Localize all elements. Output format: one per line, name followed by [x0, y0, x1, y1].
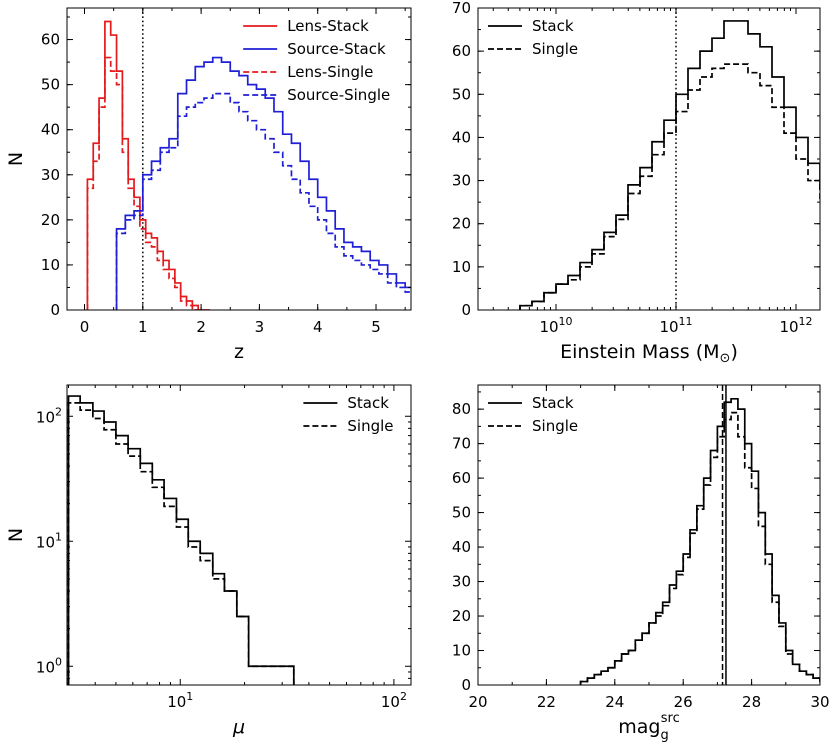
series-source-single	[115, 92, 411, 310]
y-tick-label: 10	[452, 258, 471, 276]
legend: Lens-Stack Source-Stack Lens-Single Source-…	[243, 17, 390, 104]
y-tick-label: 20	[452, 607, 471, 625]
series-single	[579, 411, 820, 685]
axes-frame	[477, 7, 821, 311]
series-stack	[67, 395, 295, 685]
y-tick-label: 10	[452, 642, 471, 660]
y-tick-label: 30	[452, 172, 471, 190]
x-tick-label: 102	[381, 690, 407, 711]
y-tick-label: 20	[452, 215, 471, 233]
x-axis-label: μ	[232, 716, 245, 738]
x-tick-label: 4	[313, 318, 323, 336]
panel-mu: 101 102 100 101 102 μ N Stack Single	[5, 384, 412, 738]
panel-mass: 1010 1011 1012 0 10 20 30 40 50 60 70 Einstein Mass…	[452, 0, 821, 366]
x-tick-label: 24	[605, 693, 624, 711]
legend: Stack Single	[303, 394, 394, 435]
series-lens-single	[86, 56, 199, 310]
axes-frame	[66, 384, 412, 686]
panel-mag: 20 22 24 26 28 30 0 10 20 30 40 50 60 70 80 maggsrc Stac…	[452, 384, 830, 743]
legend-label-source-stack: Source-Stack	[287, 40, 386, 58]
y-tick-label: 50	[41, 76, 60, 94]
axes-frame	[66, 7, 412, 311]
y-tick-label: 102	[36, 405, 62, 426]
series-lens-stack	[86, 20, 210, 310]
x-axis-label: Einstein Mass (M⊙)	[560, 341, 738, 366]
x-axis-label: maggsrc	[618, 711, 679, 743]
x-tick-label: 2	[196, 318, 206, 336]
y-tick-label: 60	[452, 42, 471, 60]
x-tick-label: 1012	[779, 315, 812, 336]
y-tick-label: 40	[452, 538, 471, 556]
x-tick-label: 1011	[659, 315, 692, 336]
x-tick-label: 20	[468, 693, 487, 711]
y-tick-label: 100	[36, 655, 62, 676]
series-single	[519, 63, 820, 310]
x-tick-label: 5	[371, 318, 381, 336]
y-tick-label: 20	[41, 211, 60, 229]
x-tick-label: 26	[674, 693, 693, 711]
legend-label-lens-stack: Lens-Stack	[287, 17, 369, 35]
y-axis-label: N	[5, 152, 27, 166]
x-tick-label: 30	[810, 693, 829, 711]
y-tick-label: 60	[41, 31, 60, 49]
y-tick-label: 40	[452, 128, 471, 146]
x-tick-label: 0	[80, 318, 90, 336]
x-tick-label: 1010	[539, 315, 572, 336]
y-tick-label: 70	[452, 435, 471, 453]
y-tick-label: 50	[452, 504, 471, 522]
y-tick-label: 10	[41, 256, 60, 274]
legend-label-stack: Stack	[347, 394, 389, 412]
x-tick-label: 1	[138, 318, 148, 336]
y-tick-label: 40	[41, 121, 60, 139]
y-tick-label: 30	[41, 166, 60, 184]
y-tick-label: 101	[36, 530, 62, 551]
x-axis-label: z	[234, 341, 244, 363]
legend-label-source-single: Source-Single	[287, 86, 390, 104]
legend-label-lens-single: Lens-Single	[287, 63, 373, 81]
y-tick-label: 30	[452, 573, 471, 591]
legend-label-stack: Stack	[532, 17, 574, 35]
y-tick-label: 60	[452, 469, 471, 487]
axes-frame	[477, 384, 821, 686]
legend: Stack Single	[488, 394, 578, 435]
x-tick-label: 101	[167, 690, 193, 711]
series-stack	[519, 20, 820, 310]
y-tick-label: 0	[50, 301, 60, 319]
x-tick-label: 3	[255, 318, 265, 336]
y-tick-label: 70	[452, 0, 471, 17]
series-single	[67, 402, 295, 685]
panel-z: 0 1 2 3 4 50102030405060zNLens-StackSource-St…	[5, 7, 412, 363]
y-tick-label: 50	[452, 85, 471, 103]
series-stack	[579, 397, 820, 685]
legend: Stack Single	[488, 17, 578, 58]
x-tick-label: 22	[537, 693, 556, 711]
legend-label-single: Single	[347, 417, 393, 435]
y-axis-label: N	[5, 528, 27, 542]
x-tick-label: 28	[742, 693, 761, 711]
y-tick-label: 0	[461, 676, 471, 694]
legend-label-single: Single	[532, 417, 578, 435]
y-tick-label: 0	[461, 301, 471, 319]
legend-label-stack: Stack	[532, 394, 574, 412]
y-tick-label: 80	[452, 400, 471, 418]
legend-label-single: Single	[532, 40, 578, 58]
